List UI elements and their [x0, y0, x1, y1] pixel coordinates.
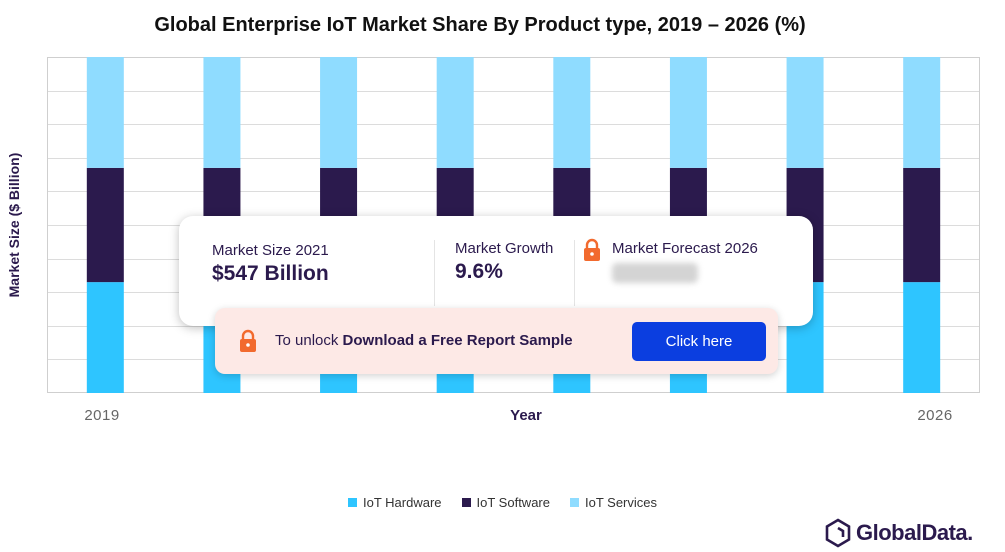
unlock-text: To unlock Download a Free Report Sample [275, 332, 573, 349]
bar-iot-services-2025 [786, 57, 824, 168]
market-growth-block: Market Growth 9.6% [455, 240, 553, 284]
blurred-forecast-value [612, 263, 698, 283]
bar-iot-hardware-2019 [86, 282, 124, 393]
bar-iot-services-2023 [553, 57, 591, 168]
x-tick-label-first: 2019 [84, 407, 120, 424]
lock-icon [240, 329, 256, 352]
legend-item-software: IoT Software [461, 495, 550, 510]
bar-iot-services-2024 [669, 57, 707, 168]
bar-iot-services-2021 [320, 57, 358, 168]
bar-iot-services-2020 [203, 57, 241, 168]
market-info-card: Market Size 2021 $547 Billion Market Gro… [179, 216, 813, 326]
lock-icon [584, 238, 600, 261]
legend: IoT Hardware IoT Software IoT Services [0, 495, 1005, 510]
bar-iot-software-2026 [903, 167, 941, 283]
market-size-value: $547 Billion [212, 262, 329, 285]
divider [434, 240, 435, 306]
plot-border [47, 57, 980, 393]
legend-item-services: IoT Services [569, 495, 657, 510]
market-forecast-label: Market Forecast 2026 [612, 240, 758, 257]
divider [574, 240, 575, 306]
globaldata-logo-icon [825, 518, 851, 548]
market-size-block: Market Size 2021 $547 Billion [212, 242, 329, 286]
unlock-banner: To unlock Download a Free Report Sample … [215, 308, 778, 374]
bar-iot-services-2019 [86, 57, 124, 168]
bar-iot-software-2019 [86, 167, 124, 283]
chart-title: Global Enterprise IoT Market Share By Pr… [154, 14, 806, 36]
legend-label-software: IoT Software [476, 495, 550, 510]
bar-iot-hardware-2026 [903, 282, 941, 393]
bar-iot-services-2026 [903, 57, 941, 168]
legend-label-services: IoT Services [584, 495, 657, 510]
market-growth-value: 9.6% [455, 260, 503, 283]
globaldata-logo: GlobalData. [824, 518, 973, 548]
x-tick-label-last: 2026 [917, 407, 953, 424]
x-axis-label: Year [510, 407, 542, 424]
unlock-bold-text: Download a Free Report Sample [342, 332, 573, 349]
y-axis-label: Market Size ($ Billion) [6, 152, 22, 298]
market-growth-label: Market Growth [455, 240, 554, 257]
logo-text: GlobalData. [856, 520, 973, 545]
bar-iot-services-2022 [436, 57, 474, 168]
legend-item-hardware: IoT Hardware [348, 495, 442, 510]
unlock-prefix: To unlock [275, 332, 343, 349]
legend-swatch-software [461, 498, 471, 507]
market-size-label: Market Size 2021 [212, 242, 329, 259]
market-forecast-block: Market Forecast 2026 [612, 240, 758, 283]
legend-label-hardware: IoT Hardware [363, 495, 442, 510]
legend-swatch-services [569, 498, 579, 507]
legend-swatch-hardware [348, 498, 357, 507]
click-here-button[interactable]: Click here [632, 322, 766, 361]
